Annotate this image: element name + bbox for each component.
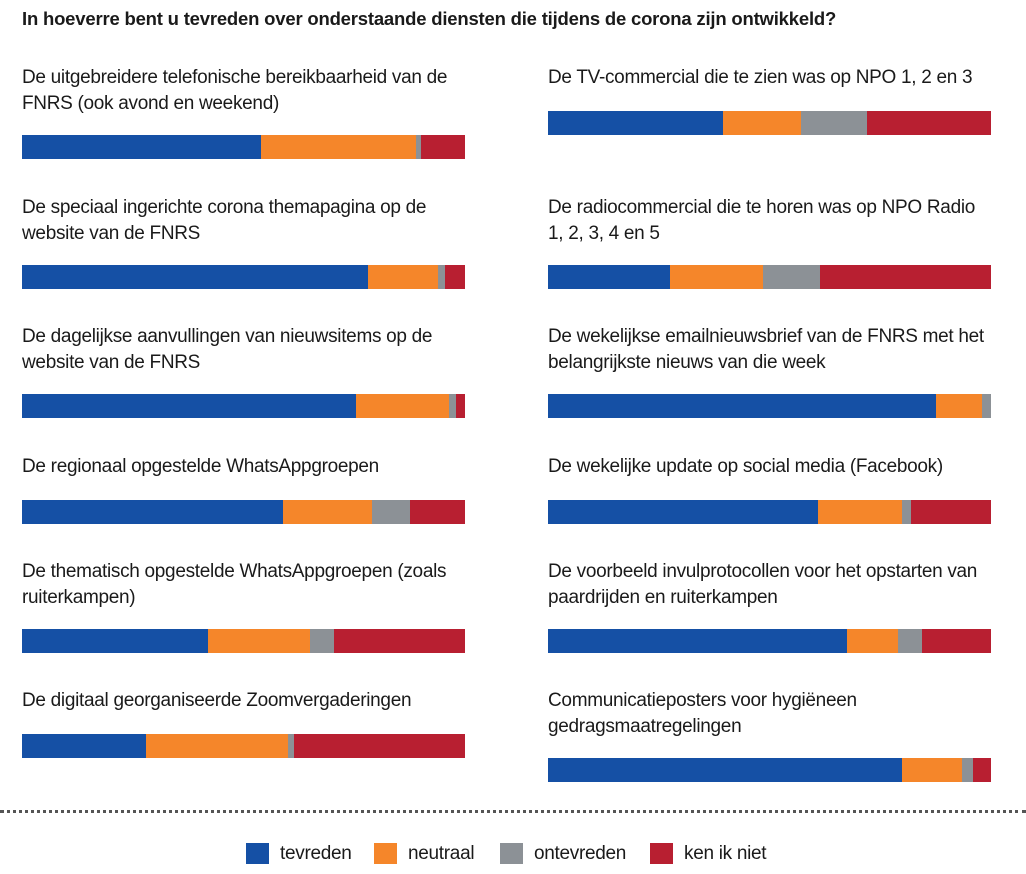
- bar-segment-tevreden: [548, 394, 936, 418]
- chart-item: Communicatieposters voor hygiëneen gedra…: [548, 688, 991, 782]
- item-label: De voorbeeld invulprotocollen voor het o…: [548, 561, 978, 608]
- bar-segment-neutraal: [670, 265, 763, 289]
- bar-segment-ontevreden: [902, 500, 911, 524]
- legend-swatch-ken-ik-niet: [650, 843, 673, 864]
- chart-item: De wekelijke update op social media (Fac…: [548, 454, 991, 524]
- bar-segment-ken-ik-niet: [922, 629, 991, 653]
- bar-segment-tevreden: [22, 394, 356, 418]
- chart-item: De voorbeeld invulprotocollen voor het o…: [548, 559, 991, 653]
- bar-segment-neutraal: [818, 500, 902, 524]
- bar-segment-ken-ik-niet: [445, 265, 465, 289]
- item-label: De radiocommercial die te horen was op N…: [548, 197, 976, 244]
- stacked-bar: [548, 394, 991, 418]
- stacked-bar: [548, 111, 991, 135]
- legend-label-ken-ik-niet: ken ik niet: [684, 843, 767, 864]
- chart-item: De TV-commercial die te zien was op NPO …: [548, 65, 991, 135]
- bar-segment-neutraal: [936, 394, 982, 418]
- item-label: Communicatieposters voor hygiëneen gedra…: [548, 690, 857, 737]
- bar-segment-ontevreden: [288, 734, 294, 758]
- bar-segment-neutraal: [902, 758, 962, 782]
- bar-segment-ontevreden: [438, 265, 445, 289]
- item-label: De TV-commercial die te zien was op NPO …: [548, 67, 973, 88]
- item-label: De wekelijkse emailnieuwsbrief van de FN…: [548, 326, 984, 373]
- bar-segment-neutraal: [723, 111, 801, 135]
- item-label: De dagelijkse aanvullingen van nieuwsite…: [22, 326, 433, 373]
- stacked-bar: [22, 629, 465, 653]
- bar-segment-ontevreden: [310, 629, 334, 653]
- bar-segment-ontevreden: [801, 111, 867, 135]
- chart-item: De regionaal opgestelde WhatsAppgroepen: [22, 454, 465, 524]
- stacked-bar: [548, 500, 991, 524]
- stacked-bar: [22, 500, 465, 524]
- bar-segment-ken-ik-niet: [410, 500, 465, 524]
- bar-segment-ontevreden: [763, 265, 820, 289]
- bar-segment-ken-ik-niet: [820, 265, 991, 289]
- chart-item: De thematisch opgestelde WhatsAppgroepen…: [22, 559, 465, 653]
- bar-segment-neutraal: [208, 629, 310, 653]
- item-label: De speciaal ingerichte corona themapagin…: [22, 197, 427, 244]
- bar-segment-neutraal: [146, 734, 288, 758]
- bar-segment-ken-ik-niet: [334, 629, 465, 653]
- bar-segment-tevreden: [548, 265, 670, 289]
- bar-segment-tevreden: [548, 629, 847, 653]
- bar-segment-ken-ik-niet: [911, 500, 991, 524]
- chart-item: De uitgebreidere telefonische bereikbaar…: [22, 65, 465, 159]
- bar-segment-ontevreden: [449, 394, 456, 418]
- chart-item: De wekelijkse emailnieuwsbrief van de FN…: [548, 324, 991, 418]
- chart-title: In hoeverre bent u tevreden over onderst…: [22, 8, 837, 29]
- legend-swatch-tevreden: [246, 843, 269, 864]
- item-label: De thematisch opgestelde WhatsAppgroepen…: [22, 561, 447, 608]
- bar-segment-tevreden: [22, 500, 283, 524]
- bar-segment-ontevreden: [982, 394, 991, 418]
- bar-segment-tevreden: [22, 734, 146, 758]
- bar-segment-tevreden: [22, 265, 368, 289]
- bar-segment-neutraal: [356, 394, 449, 418]
- legend-label-ontevreden: ontevreden: [534, 843, 627, 864]
- bar-segment-ontevreden: [898, 629, 922, 653]
- bar-segment-ken-ik-niet: [456, 394, 465, 418]
- bar-segment-ontevreden: [372, 500, 410, 524]
- legend: tevreden neutraal ontevreden ken ik niet: [0, 841, 1026, 867]
- bar-segment-neutraal: [283, 500, 372, 524]
- legend-label-neutraal: neutraal: [408, 843, 475, 864]
- item-label: De wekelijke update op social media (Fac…: [548, 456, 943, 477]
- chart-item: De dagelijkse aanvullingen van nieuwsite…: [22, 324, 465, 418]
- bar-segment-neutraal: [368, 265, 438, 289]
- item-label: De digitaal georganiseerde Zoomvergaderi…: [22, 690, 412, 711]
- stacked-bar: [548, 758, 991, 782]
- stacked-bar: [22, 135, 465, 159]
- bar-segment-ken-ik-niet: [867, 111, 991, 135]
- bar-segment-tevreden: [548, 758, 902, 782]
- bar-segment-tevreden: [22, 629, 208, 653]
- bar-segment-ken-ik-niet: [421, 135, 465, 159]
- legend-swatch-ontevreden: [500, 843, 523, 864]
- stacked-bar: [548, 629, 991, 653]
- item-label: De uitgebreidere telefonische bereikbaar…: [22, 67, 448, 114]
- bar-segment-ken-ik-niet: [294, 734, 465, 758]
- chart-item: De speciaal ingerichte corona themapagin…: [22, 195, 465, 289]
- bar-segment-neutraal: [261, 135, 416, 159]
- bar-segment-ontevreden: [962, 758, 973, 782]
- stacked-bar: [22, 265, 465, 289]
- chart-item: De digitaal georganiseerde Zoomvergaderi…: [22, 688, 465, 758]
- bar-segment-tevreden: [548, 111, 723, 135]
- legend-swatch-neutraal: [374, 843, 397, 864]
- dotted-divider: [0, 810, 1026, 813]
- stacked-bar: [22, 394, 465, 418]
- item-label: De regionaal opgestelde WhatsAppgroepen: [22, 456, 379, 477]
- bar-segment-ontevreden: [416, 135, 421, 159]
- stacked-bar: [548, 265, 991, 289]
- bar-segment-ken-ik-niet: [973, 758, 991, 782]
- bar-segment-tevreden: [22, 135, 261, 159]
- chart-item: De radiocommercial die te horen was op N…: [548, 195, 991, 289]
- bar-segment-tevreden: [548, 500, 818, 524]
- legend-label-tevreden: tevreden: [280, 843, 352, 864]
- bar-segment-neutraal: [847, 629, 898, 653]
- stacked-bar: [22, 734, 465, 758]
